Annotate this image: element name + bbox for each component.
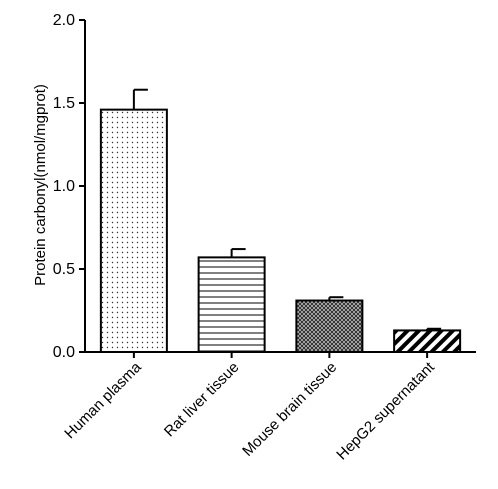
bar-1: [99, 108, 168, 353]
bar-4: [393, 329, 462, 354]
x-tick-label: Human plasma: [61, 358, 145, 442]
y-tick-label: 1.0: [53, 178, 75, 195]
error-bars: [132, 88, 442, 331]
y-tick-label: 1.5: [53, 95, 75, 112]
bars: [99, 108, 462, 354]
x-tick-label: Rat liver tissue: [161, 359, 243, 441]
bar-3: [295, 299, 364, 354]
y-axis-title: Protein carbonyl(nmol/mgprot): [32, 84, 49, 286]
y-axis: 0.0 0.5 1.0 1.5 2.0: [53, 12, 86, 361]
y-tick-label: 2.0: [53, 12, 75, 29]
bar-2: [197, 256, 266, 354]
x-tick-label: HepG2 supernatant: [333, 358, 438, 463]
y-tick-label: 0.5: [53, 261, 75, 278]
x-tick-label: Mouse brain tissue: [239, 359, 340, 460]
y-tick-label: 0.0: [53, 344, 75, 361]
